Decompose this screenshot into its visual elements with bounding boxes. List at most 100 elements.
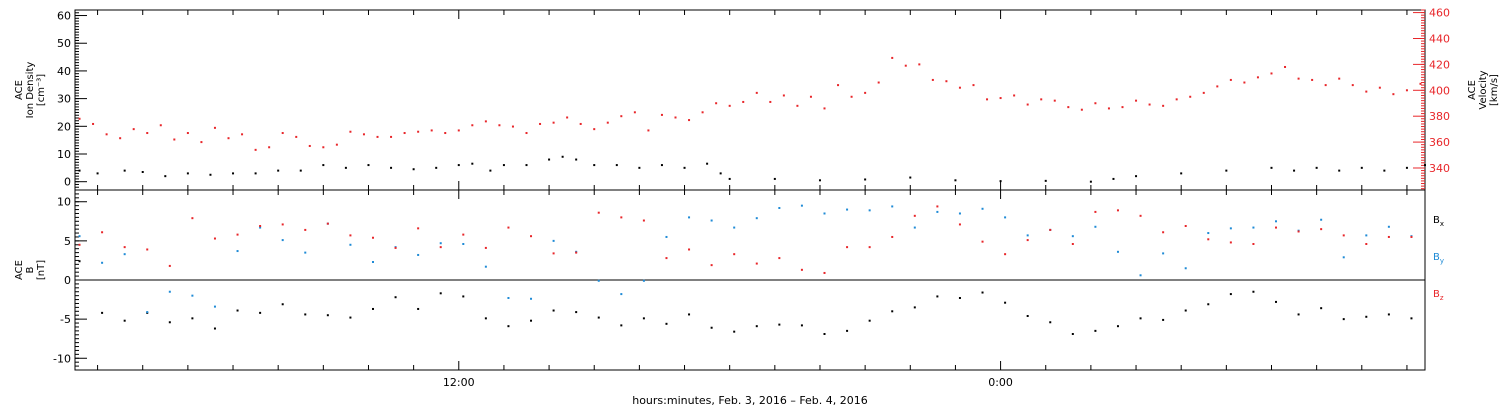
point-bz (778, 257, 781, 260)
point-ion-density (1180, 172, 1183, 175)
point-velocity (403, 132, 406, 135)
point-ion-density (1293, 169, 1296, 172)
point-velocity (1013, 94, 1016, 97)
point-velocity (877, 81, 880, 84)
point-bx (958, 297, 961, 299)
point-bz (1071, 243, 1074, 245)
point-bz (823, 271, 826, 274)
y-right-tick-label: 400 (1429, 84, 1450, 97)
point-ion-density (1383, 169, 1386, 172)
point-bz (1049, 228, 1052, 231)
point-ion-density (638, 166, 641, 169)
point-ion-density (818, 179, 821, 182)
point-by (146, 311, 149, 314)
point-velocity (1040, 98, 1043, 101)
point-by (1320, 218, 1323, 221)
point-by (846, 208, 849, 211)
point-velocity (945, 80, 948, 83)
point-bz (913, 214, 916, 217)
point-ion-density (999, 180, 1002, 183)
point-bz (371, 236, 374, 239)
point-velocity (335, 143, 338, 146)
point-ion-density (706, 162, 709, 165)
point-velocity (105, 133, 108, 136)
point-by (530, 297, 533, 300)
point-velocity (525, 132, 528, 135)
point-ion-density (123, 169, 126, 172)
point-ion-density (561, 155, 564, 158)
point-velocity (850, 95, 853, 98)
point-ion-density (164, 175, 167, 178)
point-bz (800, 268, 803, 271)
point-ion-density (660, 164, 663, 167)
point-velocity (715, 102, 718, 105)
point-ion-density (367, 164, 370, 167)
point-bz (78, 243, 81, 246)
point-bx (1139, 317, 1142, 320)
point-ion-density (502, 164, 505, 167)
point-bx (236, 309, 239, 312)
point-bx (349, 316, 352, 319)
point-velocity (647, 129, 650, 132)
point-bx (462, 295, 465, 298)
point-velocity (1107, 107, 1110, 110)
point-ion-density (719, 172, 722, 175)
point-velocity (1135, 99, 1138, 102)
point-bz (755, 262, 758, 265)
point-velocity (972, 84, 975, 87)
point-bx (597, 316, 600, 319)
point-velocity (931, 78, 934, 81)
point-bx (1049, 321, 1052, 324)
point-bz (213, 237, 216, 240)
point-bz (1184, 225, 1187, 227)
point-velocity (471, 124, 474, 127)
point-ion-density (141, 171, 144, 173)
point-bz (868, 246, 871, 249)
y-right-tick-label: 340 (1429, 162, 1450, 175)
point-ion-density (322, 164, 325, 167)
point-ion-density (773, 177, 776, 180)
point-by (800, 204, 803, 207)
point-by (688, 216, 691, 219)
point-by (123, 253, 126, 256)
point-ion-density (1270, 166, 1273, 169)
y-left-tick-label: 30 (57, 93, 71, 106)
point-bx (1365, 315, 1368, 318)
point-bx (642, 317, 645, 320)
y-left-tick-label: 0 (64, 274, 71, 287)
point-bx (1252, 290, 1255, 293)
point-bx (371, 307, 374, 310)
point-bx (191, 317, 194, 320)
point-velocity (308, 144, 311, 147)
point-velocity (1405, 89, 1408, 92)
point-by (1342, 256, 1345, 259)
point-by (1252, 226, 1255, 229)
point-velocity (241, 133, 244, 136)
point-bz (958, 223, 961, 226)
point-velocity (1080, 108, 1083, 111)
point-by (417, 253, 420, 256)
point-bx (326, 314, 329, 317)
point-by (1026, 234, 1029, 237)
point-velocity (1256, 76, 1259, 79)
point-by (597, 279, 600, 282)
point-velocity (173, 138, 176, 141)
point-bz (507, 226, 510, 229)
point-ion-density (575, 158, 578, 161)
point-ion-density (1135, 175, 1138, 178)
point-ion-density (1112, 177, 1115, 180)
point-bx (1116, 325, 1119, 328)
point-bz (620, 216, 623, 219)
point-bz (552, 252, 555, 255)
point-velocity (958, 86, 961, 89)
point-bx (1410, 317, 1413, 320)
point-velocity (281, 132, 284, 135)
point-bx (168, 321, 171, 324)
point-bz (688, 248, 691, 251)
point-bx (1297, 313, 1300, 316)
point-bz (981, 240, 984, 243)
point-by (1275, 220, 1278, 223)
y-left-tick-label: 20 (57, 120, 71, 133)
